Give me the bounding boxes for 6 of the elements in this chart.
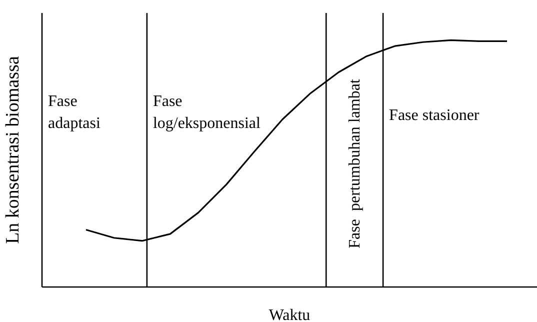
annotation: Fase pertumbuhan lambat [346, 78, 364, 248]
x-axis-title: Waktu [268, 307, 310, 322]
annotation: Fase log/eksponensial [152, 93, 262, 132]
annotation: Fase stasioner [389, 107, 480, 124]
annotation: Fase adaptasi [48, 93, 101, 132]
y-axis-title: Ln konsentrasi biomassa [2, 56, 24, 244]
